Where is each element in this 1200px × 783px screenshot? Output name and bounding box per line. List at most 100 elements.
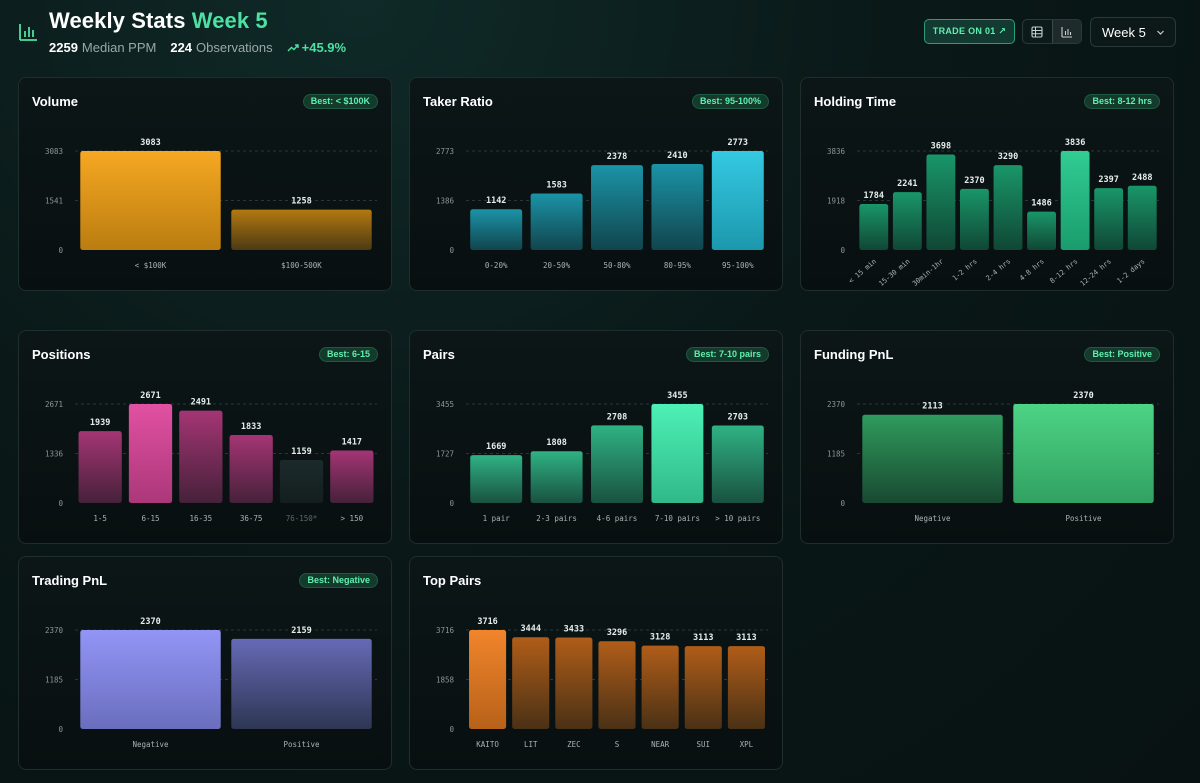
positions-chart: 2671 1336 0 1939 1-5 2671 6-15 2491 16-35 1833 36-… xyxy=(45,391,377,523)
bar[interactable] xyxy=(641,645,679,729)
category-label: < $100K xyxy=(135,261,167,270)
bar[interactable] xyxy=(960,188,989,250)
category-label: 15-30 min xyxy=(877,257,911,288)
value-label: 2397 xyxy=(1098,175,1118,185)
category-label: ZEC xyxy=(567,740,581,749)
bar[interactable] xyxy=(231,209,372,250)
bar[interactable] xyxy=(231,638,372,729)
value-label: 3433 xyxy=(564,625,584,635)
bar[interactable] xyxy=(727,646,765,729)
page-title: Weekly Stats Week 5 xyxy=(49,8,268,34)
bar[interactable] xyxy=(128,404,173,503)
top-pairs-chart: 3716 1858 0 3716 KAITO 3444 LIT 3433 ZEC 3296 S 312… xyxy=(436,617,768,749)
volume-chart: 3083 1541 0 3083 < $100K 1258 $100-500K xyxy=(45,138,377,270)
category-label: SUI xyxy=(697,740,711,749)
category-label: Negative xyxy=(914,514,951,523)
best-badge: Best: Negative xyxy=(299,573,378,588)
bar[interactable] xyxy=(530,193,583,250)
bar[interactable] xyxy=(279,460,324,503)
card-title: Pairs xyxy=(423,347,455,362)
bar[interactable] xyxy=(470,209,523,250)
table-view-button[interactable] xyxy=(1023,20,1052,43)
positions-card: Positions Best: 6-15 2671 1336 0 1939 1-5 267… xyxy=(18,330,392,544)
bar[interactable] xyxy=(651,404,704,503)
bar[interactable] xyxy=(591,425,643,503)
pairs-card: Pairs Best: 7-10 pairs 3455 1727 0 1669 1 pa… xyxy=(409,330,783,544)
y-tick-label: 0 xyxy=(449,246,454,255)
bar[interactable] xyxy=(512,637,550,729)
bar[interactable] xyxy=(530,451,583,503)
trading-pnl-chart: 2370 1185 0 2370 Negative 2159 Positive xyxy=(45,617,377,749)
bar[interactable] xyxy=(78,431,122,503)
bar-chart-icon xyxy=(1061,26,1072,38)
bar[interactable] xyxy=(1127,185,1157,250)
value-label: 1583 xyxy=(546,180,566,190)
value-label: 3083 xyxy=(140,138,160,148)
bar[interactable] xyxy=(892,192,922,250)
value-label: 2703 xyxy=(728,413,748,423)
value-label: 3128 xyxy=(650,633,670,643)
observations-value: 224 xyxy=(170,40,193,55)
card-title: Taker Ratio xyxy=(423,94,493,109)
category-label: 6-15 xyxy=(141,514,159,523)
bar[interactable] xyxy=(470,455,523,503)
category-label: 16-35 xyxy=(190,514,213,523)
bar-chart-icon xyxy=(19,24,37,41)
trade-button[interactable]: TRADE ON 01 ↗ xyxy=(924,19,1015,44)
category-label: Positive xyxy=(1065,514,1102,523)
bar[interactable] xyxy=(859,203,889,250)
value-label: 2370 xyxy=(1073,391,1093,401)
card-title: Volume xyxy=(32,94,78,109)
bar[interactable] xyxy=(1094,188,1124,250)
bar[interactable] xyxy=(469,630,507,729)
median-ppm-value: 2259 xyxy=(49,40,78,55)
value-label: 1833 xyxy=(241,422,261,432)
value-label: 3836 xyxy=(1065,138,1085,148)
change-indicator: +45.9% xyxy=(287,40,346,55)
bar[interactable] xyxy=(80,630,221,729)
category-label: 1-5 xyxy=(93,514,107,523)
bar[interactable] xyxy=(555,637,593,729)
value-label: 1784 xyxy=(864,191,884,201)
bar[interactable] xyxy=(80,151,221,250)
bar[interactable] xyxy=(1027,211,1056,250)
bar[interactable] xyxy=(591,165,643,250)
category-label: S xyxy=(615,740,620,749)
y-tick-label: 0 xyxy=(58,499,63,508)
category-label: 50-80% xyxy=(603,261,631,270)
value-label: 1159 xyxy=(291,447,311,457)
y-tick-label: 1918 xyxy=(827,197,846,206)
category-label: LIT xyxy=(524,740,538,749)
bar[interactable] xyxy=(926,154,956,250)
bar[interactable] xyxy=(598,641,636,729)
bar[interactable] xyxy=(684,646,722,729)
bar[interactable] xyxy=(862,414,1003,503)
funding-pnl-card: Funding PnL Best: Positive 2370 1185 0 2113… xyxy=(800,330,1174,544)
y-tick-label: 1858 xyxy=(436,676,455,685)
week-select[interactable]: Week 5 xyxy=(1090,17,1176,47)
value-label: 2671 xyxy=(140,391,160,401)
bar[interactable] xyxy=(993,165,1023,250)
y-tick-label: 0 xyxy=(840,246,845,255)
holding-time-chart: 3836 1918 0 1784 < 15 min 2241 15-30 min 3698 30… xyxy=(827,138,1159,288)
bar[interactable] xyxy=(711,425,764,503)
change-value: +45.9% xyxy=(301,40,347,55)
category-label: 0-20% xyxy=(485,261,508,270)
category-label: Positive xyxy=(283,740,320,749)
y-tick-label: 3455 xyxy=(436,400,454,409)
value-label: 2370 xyxy=(964,176,984,186)
bar[interactable] xyxy=(1013,404,1154,503)
bar[interactable] xyxy=(1060,151,1090,250)
bar[interactable] xyxy=(229,435,273,503)
value-label: 2488 xyxy=(1132,173,1152,183)
value-label: 3113 xyxy=(736,633,756,643)
bar[interactable] xyxy=(330,450,374,503)
category-label: 1-2 hrs xyxy=(951,257,979,282)
bar[interactable] xyxy=(711,151,764,250)
bar[interactable] xyxy=(179,410,223,503)
y-tick-label: 1185 xyxy=(45,676,63,685)
value-label: 1486 xyxy=(1031,199,1051,209)
bar[interactable] xyxy=(651,163,704,250)
chart-view-button[interactable] xyxy=(1051,20,1081,43)
value-label: 3698 xyxy=(931,142,951,152)
